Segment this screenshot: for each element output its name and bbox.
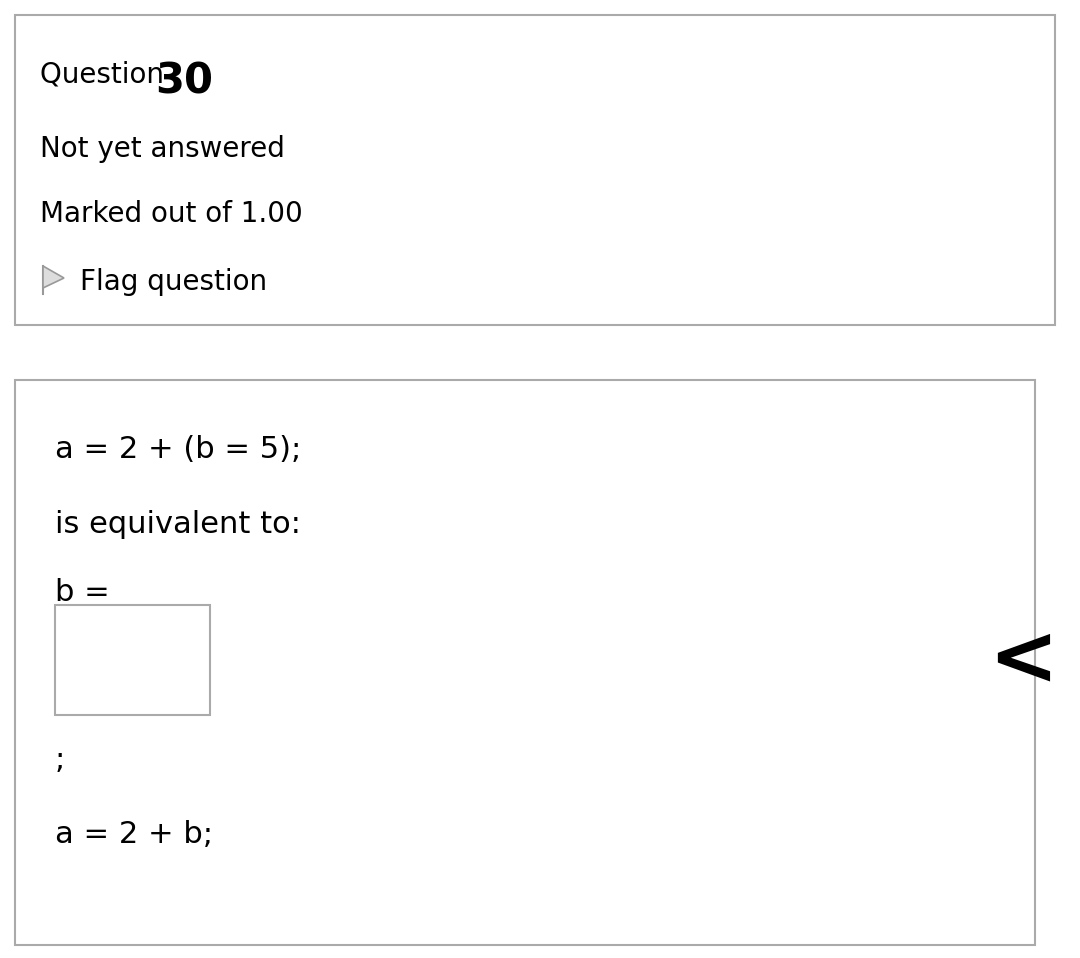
Text: b =: b = <box>55 578 110 607</box>
Text: Not yet answered: Not yet answered <box>40 135 285 163</box>
Text: <: < <box>988 620 1058 700</box>
Polygon shape <box>43 266 64 288</box>
Text: a = 2 + (b = 5);: a = 2 + (b = 5); <box>55 435 301 464</box>
Text: Flag question: Flag question <box>80 268 267 296</box>
Text: is equivalent to:: is equivalent to: <box>55 510 301 539</box>
Bar <box>15 380 1035 945</box>
Text: 30: 30 <box>156 60 213 102</box>
Text: a = 2 + b;: a = 2 + b; <box>55 820 213 849</box>
Bar <box>15 15 1055 325</box>
Text: Marked out of 1.00: Marked out of 1.00 <box>40 200 302 228</box>
Text: ;: ; <box>55 745 65 774</box>
Bar <box>55 605 210 715</box>
Text: Question: Question <box>40 60 173 88</box>
